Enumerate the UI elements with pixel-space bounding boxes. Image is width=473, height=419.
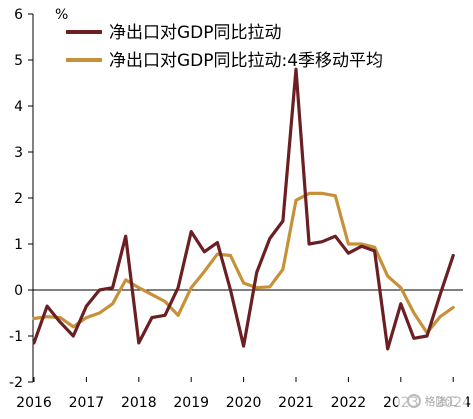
watermark-text: 格隆汇 — [424, 395, 458, 408]
y-unit-label: % — [55, 7, 68, 23]
legend-label-1: 净出口对GDP同比拉动 — [109, 23, 282, 43]
y-tick-label: -1 — [9, 329, 23, 345]
x-tick-label: 2016 — [16, 395, 52, 411]
x-tick-label: 2022 — [331, 395, 367, 411]
y-tick-label: 3 — [14, 145, 23, 161]
series-layer — [32, 67, 455, 351]
x-tick-label: 2021 — [278, 395, 314, 411]
y-tick-label: 4 — [14, 99, 23, 115]
series-line-1 — [32, 67, 455, 351]
x-tick-label: 2019 — [173, 395, 209, 411]
watermark-logo: 格隆汇 — [397, 391, 467, 411]
x-tick-label: 2020 — [226, 395, 262, 411]
series-line-2 — [32, 191, 455, 335]
x-tick-label: 2018 — [121, 395, 157, 411]
y-tick-label: 5 — [14, 53, 23, 69]
y-tick-label: 1 — [14, 237, 23, 253]
y-tick-label: -2 — [9, 375, 23, 391]
watermark-icon — [406, 394, 421, 408]
y-tick-label: 0 — [14, 283, 23, 299]
x-tick-label: 2017 — [69, 395, 105, 411]
y-tick-label: 6 — [14, 7, 23, 23]
legend-label-2: 净出口对GDP同比拉动:4季移动平均 — [109, 51, 383, 71]
y-tick-label: 2 — [14, 191, 23, 207]
